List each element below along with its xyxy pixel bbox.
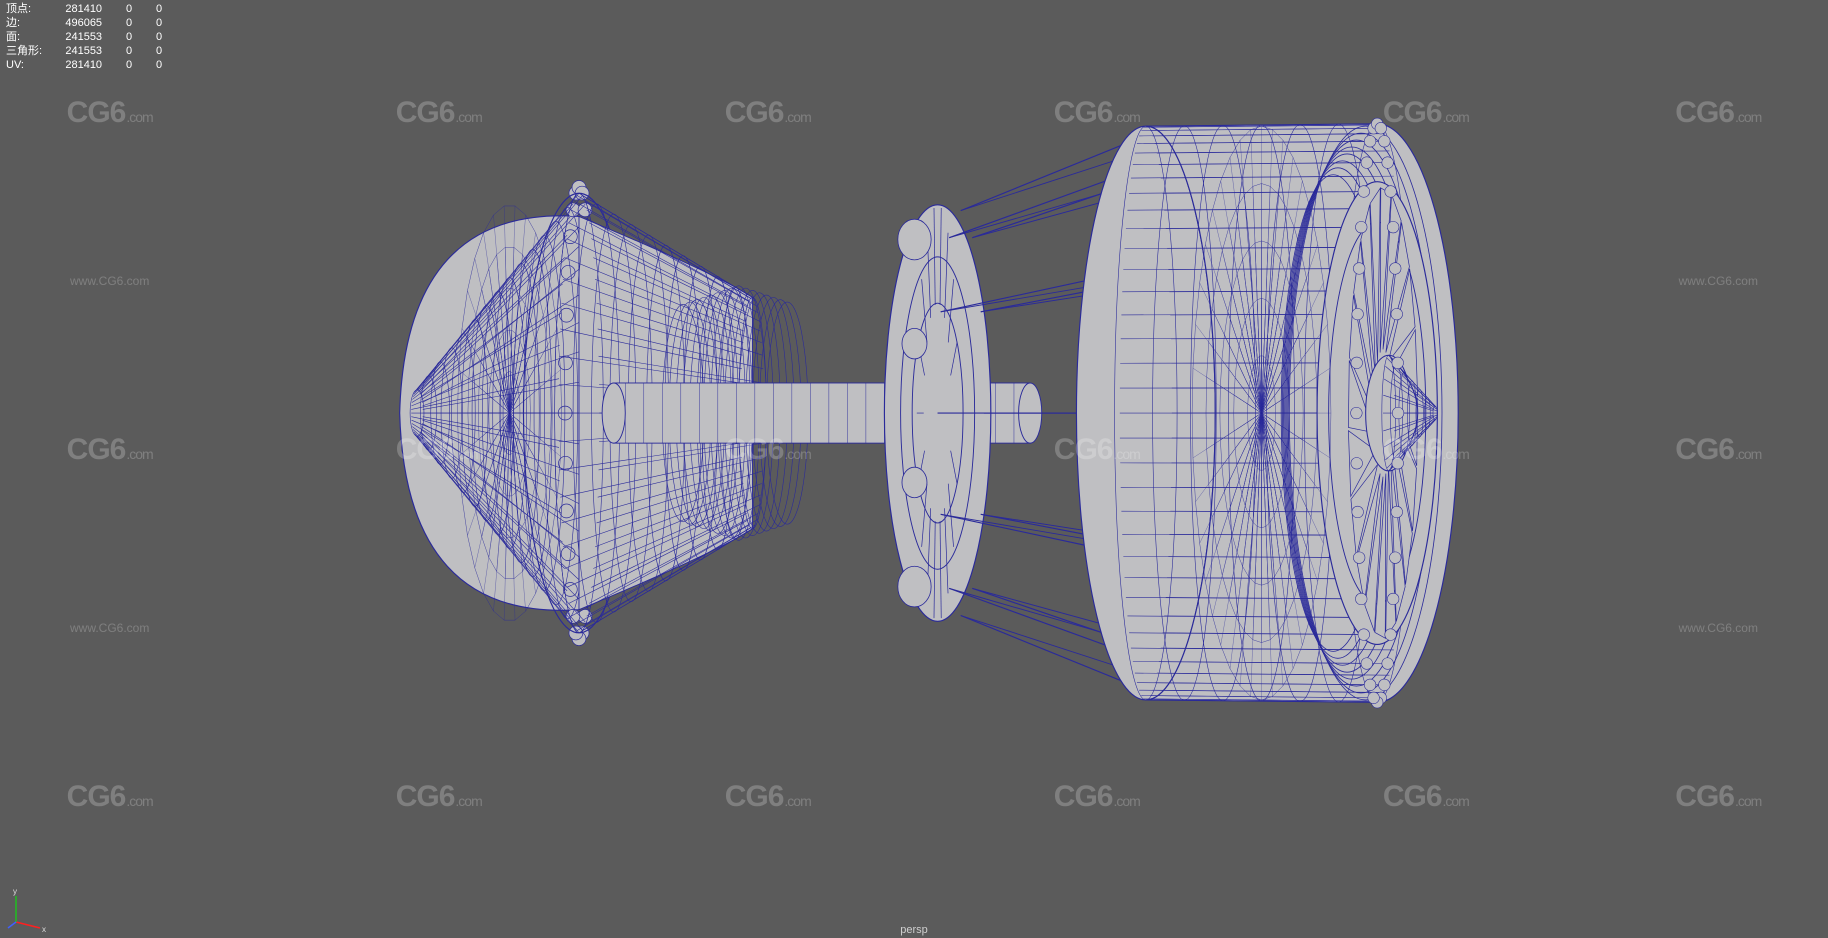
hud-value: 0 — [110, 58, 140, 72]
watermark-logo: CG6.com — [1054, 780, 1140, 814]
watermark-logo: CG6.com — [67, 780, 153, 814]
hud-label: 三角形: — [6, 44, 50, 58]
hud-value: 0 — [110, 44, 140, 58]
watermark-logo: CG6.com — [1675, 96, 1761, 130]
axis-gizmo[interactable]: xyz — [6, 888, 50, 932]
watermark-url: www.CG6.com — [1679, 621, 1758, 635]
hud-value: 0 — [140, 30, 170, 44]
watermark-logo: CG6.com — [396, 780, 482, 814]
watermark-logo: CG6.com — [67, 433, 153, 467]
model-render[interactable] — [165, 66, 1664, 760]
hud-value: 241553 — [50, 44, 110, 58]
watermark-logo: CG6.com — [1675, 780, 1761, 814]
hud-label: 面: — [6, 30, 50, 44]
hud-row: UV:28141000 — [6, 58, 170, 72]
svg-text:x: x — [42, 925, 46, 932]
hud-label: 边: — [6, 16, 50, 30]
hud-value: 496065 — [50, 16, 110, 30]
engine-wireframe — [165, 66, 1664, 760]
hud-label: 顶点: — [6, 2, 50, 16]
hud-row: 面:24155300 — [6, 30, 170, 44]
camera-name-label: persp — [900, 924, 928, 936]
hud-value: 281410 — [50, 58, 110, 72]
hud-value: 0 — [140, 16, 170, 30]
watermark-url: www.CG6.com — [1679, 274, 1758, 288]
watermark-url: www.CG6.com — [70, 621, 149, 635]
svg-text:y: y — [13, 888, 17, 896]
watermark-url: www.CG6.com — [70, 274, 149, 288]
hud-value: 241553 — [50, 30, 110, 44]
hud-value: 281410 — [50, 2, 110, 16]
hud-label: UV: — [6, 58, 50, 72]
hud-value: 0 — [110, 30, 140, 44]
hud-value: 0 — [140, 44, 170, 58]
hud-value: 0 — [140, 58, 170, 72]
hud-row: 边:49606500 — [6, 16, 170, 30]
watermark-logo: CG6.com — [1675, 433, 1761, 467]
watermark-logo: CG6.com — [725, 780, 811, 814]
hud-row: 三角形:24155300 — [6, 44, 170, 58]
watermark-logo: CG6.com — [67, 96, 153, 130]
hud-row: 顶点:28141000 — [6, 2, 170, 16]
poly-count-hud: 顶点:28141000边:49606500面:24155300三角形:24155… — [6, 2, 170, 72]
hud-value: 0 — [110, 2, 140, 16]
viewport-3d[interactable]: 顶点:28141000边:49606500面:24155300三角形:24155… — [0, 0, 1828, 938]
hud-value: 0 — [140, 2, 170, 16]
watermark-logo: CG6.com — [1383, 780, 1469, 814]
axis-gizmo-svg: xyz — [6, 888, 50, 932]
hud-value: 0 — [110, 16, 140, 30]
